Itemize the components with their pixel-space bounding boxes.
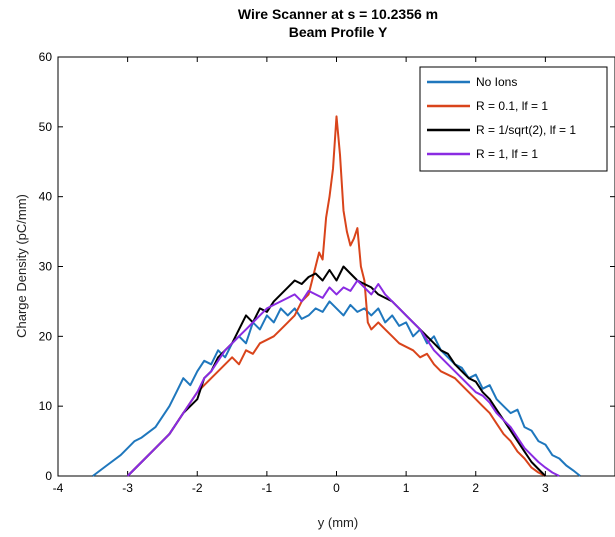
series-line-1 xyxy=(126,115,546,477)
legend-label: R = 1/sqrt(2), lf = 1 xyxy=(476,123,576,137)
y-tick-label: 60 xyxy=(39,50,53,64)
legend: No Ions R = 0.1, lf = 1 R = 1/sqrt(2), lf … xyxy=(419,66,608,172)
chart-subtitle: Beam Profile Y xyxy=(289,24,388,40)
y-tick-label: 40 xyxy=(39,190,53,204)
x-tick-label: 1 xyxy=(403,481,410,495)
legend-label: R = 0.1, lf = 1 xyxy=(476,99,548,113)
y-tick-label: 10 xyxy=(39,399,53,413)
series-line-0 xyxy=(92,300,581,477)
x-axis-label: y (mm) xyxy=(318,515,358,530)
x-tick-label: -2 xyxy=(192,481,203,495)
y-tick-label: 0 xyxy=(45,469,52,483)
x-tick-label: 0 xyxy=(333,481,340,495)
x-tick-label: 2 xyxy=(472,481,479,495)
x-tick-label: -4 xyxy=(53,481,64,495)
legend-label: No Ions xyxy=(476,75,517,89)
series-line-3 xyxy=(126,279,560,477)
x-tick-label: -3 xyxy=(122,481,133,495)
legend-label: R = 1, lf = 1 xyxy=(476,147,538,161)
y-axis-label: Charge Density (pC/mm) xyxy=(14,194,29,338)
chart-title: Wire Scanner at s = 10.2356 m xyxy=(238,6,438,22)
y-tick-label: 20 xyxy=(39,329,53,343)
series-lines xyxy=(92,115,581,477)
legend-items: No Ions R = 0.1, lf = 1 R = 1/sqrt(2), lf … xyxy=(427,75,576,161)
x-tick-label: 3 xyxy=(542,481,549,495)
y-tick-label: 50 xyxy=(39,120,53,134)
y-tick-label: 30 xyxy=(39,260,53,274)
x-tick-label: -1 xyxy=(262,481,273,495)
